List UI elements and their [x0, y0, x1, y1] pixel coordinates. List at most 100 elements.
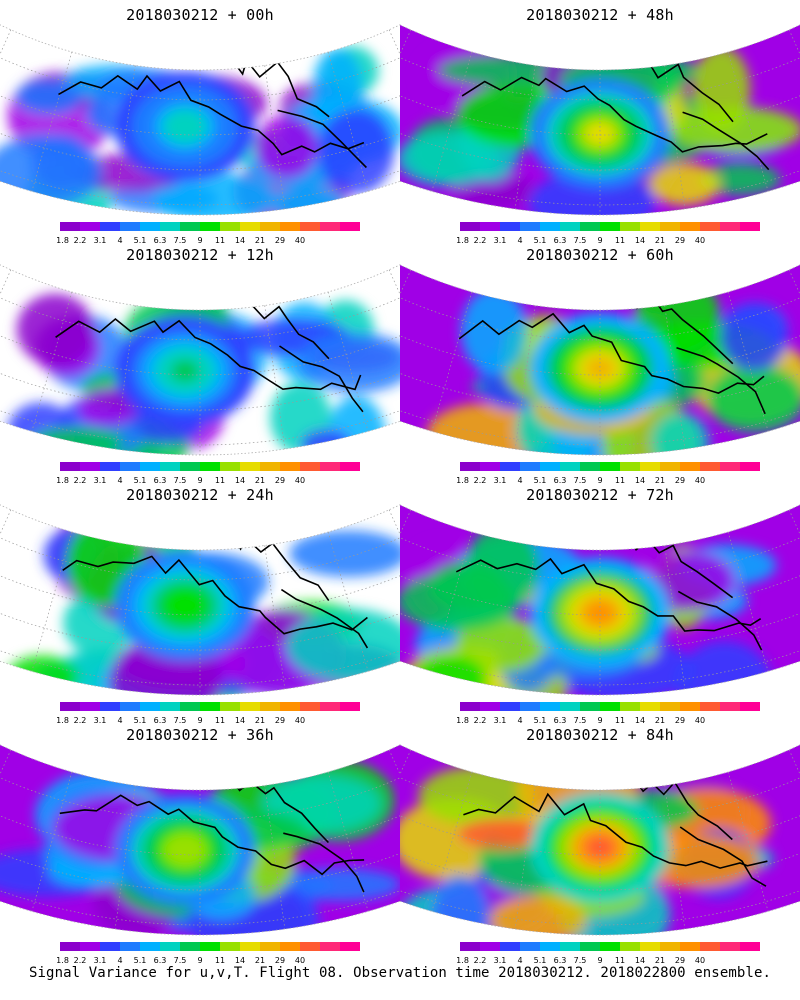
colorbar-tick-label: 9 — [597, 716, 603, 725]
colorbar-tick-label: 29 — [274, 716, 286, 725]
colorbar-swatch — [640, 462, 660, 471]
map-boundary — [400, 264, 800, 456]
panel-24h: 2018030212 + 24h 1.8 2.2 3.1 4 5.1 6.3 7.5 9 11 1… — [0, 480, 400, 725]
colorbar-swatch — [460, 462, 480, 471]
colorbar-swatch — [640, 222, 660, 231]
colorbar-tick-label: 11 — [614, 716, 626, 725]
coastline-path — [455, 557, 762, 632]
colorbar-tick-label: 9 — [597, 236, 603, 245]
colorbar-tick-label: 1.8 — [456, 716, 469, 725]
colorbar-swatch — [100, 702, 120, 711]
colorbar-swatch — [620, 222, 640, 231]
colorbar-tick-label: 14 — [634, 236, 646, 245]
colorbar-tick-label: 2.2 — [473, 476, 487, 485]
colorbar-swatch — [280, 702, 300, 711]
longitude-line — [431, 531, 473, 672]
colorbar-swatch — [220, 222, 240, 231]
longitude-line — [664, 65, 686, 210]
colorbar-swatch — [520, 222, 540, 231]
coastline-path — [679, 826, 767, 887]
latitude-line — [0, 537, 400, 581]
coastline-path — [280, 588, 369, 649]
colorbar-tick-label: 29 — [674, 236, 686, 245]
field-blob — [254, 115, 319, 179]
colorbar-swatch — [320, 462, 340, 471]
colorbar-swatch — [600, 942, 620, 951]
longitude-line — [31, 531, 73, 672]
colorbar-tick-label: 40 — [694, 236, 706, 245]
colorbar-tick-label: 14 — [234, 716, 246, 725]
field-blob — [455, 617, 547, 673]
colorbar-swatch — [100, 222, 120, 231]
longitude-line — [400, 749, 412, 776]
colorbar-swatch — [460, 222, 480, 231]
colorbar-tick-label: 6.3 — [553, 236, 567, 245]
colorbar-swatch — [620, 462, 640, 471]
colorbar — [460, 222, 760, 231]
field-blob — [707, 364, 800, 433]
colorbar-tick-label: 29 — [674, 716, 686, 725]
colorbar-tick-label: 11 — [614, 476, 626, 485]
colorbar-tick-label: 11 — [614, 956, 626, 965]
longitude-line — [114, 785, 136, 930]
colorbar-labels: 1.8 2.2 3.1 4 5.1 6.3 7.5 9 11 14 21 29 40 — [456, 236, 760, 246]
longitude-line — [727, 771, 769, 912]
colorbar-tick-label: 21 — [254, 716, 266, 725]
colorbar-swatch — [280, 462, 300, 471]
field-blob — [431, 875, 489, 935]
field-hotspot — [171, 359, 199, 382]
longitude-line — [788, 29, 800, 56]
longitude-line — [788, 509, 800, 536]
colorbar-swatch — [140, 462, 160, 471]
colorbar-tick-label: 4 — [517, 716, 523, 725]
colorbar-tick-label: 6.3 — [553, 716, 567, 725]
colorbar-tick-label: 2.2 — [73, 476, 87, 485]
colorbar-swatch — [120, 222, 140, 231]
colorbar-tick-label: 3.1 — [93, 956, 107, 965]
longitude-line — [388, 29, 400, 56]
colorbar-tick-label: 3.1 — [93, 716, 107, 725]
colorbar-swatch — [700, 222, 720, 231]
colorbar-swatch — [300, 702, 320, 711]
colorbar-swatch — [80, 462, 100, 471]
colorbar-swatch — [660, 462, 680, 471]
longitude-line — [514, 65, 536, 210]
longitude-line — [327, 291, 369, 432]
colorbar-tick-label: 7.5 — [573, 956, 587, 965]
variance-map — [0, 480, 400, 696]
panel-00h: 2018030212 + 00h 1.8 2.2 3.1 4 5.1 6.3 7.5 9 11 1… — [0, 0, 400, 245]
field-blob — [297, 332, 400, 393]
panel-48h: 2018030212 + 48h 1.8 2.2 3.1 4 5.1 6.3 7.5 9 11 1… — [400, 0, 800, 245]
variance-map — [0, 240, 400, 456]
coastline-path — [62, 555, 368, 635]
field-blob — [153, 172, 277, 215]
coastline-path — [461, 76, 768, 153]
colorbar-tick-label: 3.1 — [93, 476, 107, 485]
colorbar-swatch — [220, 462, 240, 471]
colorbar-swatch — [580, 222, 600, 231]
longitude-line — [31, 771, 73, 912]
colorbar-tick-label: 3.1 — [493, 716, 507, 725]
colorbar-swatch — [560, 222, 580, 231]
colorbar-swatch — [260, 222, 280, 231]
colorbar-tick-label: 5.1 — [133, 956, 147, 965]
colorbar-tick-label: 9 — [597, 476, 603, 485]
colorbar-swatch — [540, 942, 560, 951]
colorbar-swatch — [500, 462, 520, 471]
colorbar-swatch — [340, 702, 360, 711]
colorbar-swatch — [220, 702, 240, 711]
colorbar-labels: 1.8 2.2 3.1 4 5.1 6.3 7.5 9 11 14 21 29 40 — [456, 716, 760, 726]
colorbar-tick-label: 4 — [517, 956, 523, 965]
colorbar-swatch — [700, 462, 720, 471]
colorbar-swatch — [580, 942, 600, 951]
colorbar-swatch — [580, 462, 600, 471]
colorbar-swatch — [120, 702, 140, 711]
colorbar-tick-label: 40 — [294, 236, 306, 245]
colorbar-swatch — [60, 702, 80, 711]
longitude-line — [727, 291, 769, 432]
field-blob — [16, 293, 94, 366]
colorbar-tick-label: 4 — [117, 236, 123, 245]
colorbar-swatch — [140, 222, 160, 231]
longitude-line — [431, 51, 473, 192]
colorbar-tick-label: 5.1 — [533, 476, 547, 485]
